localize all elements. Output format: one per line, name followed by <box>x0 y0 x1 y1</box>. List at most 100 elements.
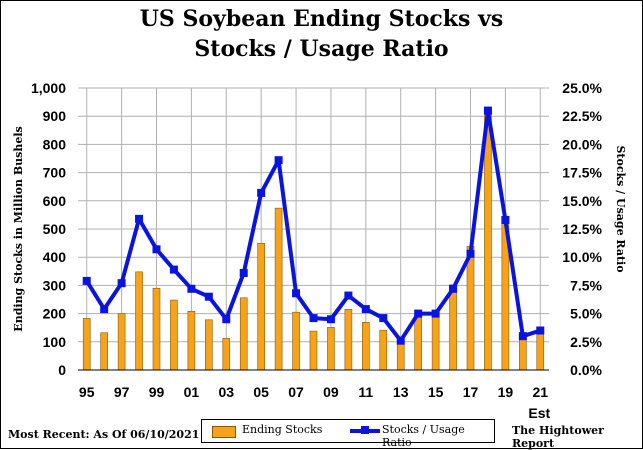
point-stocks-usage-ratio <box>135 214 144 223</box>
x-tick-label: 21 <box>532 384 548 400</box>
bar-ending-stocks <box>327 327 335 371</box>
point-stocks-usage-ratio <box>169 265 178 274</box>
bar-ending-stocks <box>431 314 440 371</box>
bar-ending-stocks <box>239 297 248 371</box>
y-tick-left: 900 <box>43 108 67 124</box>
bar-ending-stocks <box>292 311 300 371</box>
point-stocks-usage-ratio <box>466 249 475 258</box>
y-tick-left: 700 <box>43 165 67 181</box>
bar-ending-stocks <box>362 322 370 371</box>
y-tick-right: 15.0% <box>562 193 602 209</box>
y-axis-right-label: Stocks / Usage Ratio <box>614 145 627 272</box>
point-stocks-usage-ratio <box>431 309 440 318</box>
point-stocks-usage-ratio <box>222 315 231 324</box>
x-tick-label: 97 <box>114 384 130 400</box>
point-stocks-usage-ratio <box>152 245 161 254</box>
y-tick-left: 800 <box>43 136 67 152</box>
point-stocks-usage-ratio <box>100 305 109 314</box>
y-tick-right: 0.0% <box>570 362 602 378</box>
bar-ending-stocks <box>449 284 457 371</box>
chart-title-line1: US Soybean Ending Stocks vs <box>139 6 504 32</box>
point-stocks-usage-ratio <box>536 326 545 335</box>
point-stocks-usage-ratio <box>292 289 301 298</box>
point-stocks-usage-ratio <box>326 315 335 324</box>
bar-ending-stocks <box>396 343 405 371</box>
y-tick-right: 20.0% <box>562 136 602 152</box>
point-stocks-usage-ratio <box>274 156 283 165</box>
x-tick-label: 13 <box>393 384 409 400</box>
y-tick-right: 2.5% <box>570 334 602 350</box>
point-stocks-usage-ratio <box>82 276 91 285</box>
footer-most-recent: Most Recent: As Of 06/10/2021 <box>8 428 200 441</box>
y-tick-right: 17.5% <box>562 165 602 181</box>
bar-ending-stocks <box>309 330 318 371</box>
bar-ending-stocks <box>536 330 545 371</box>
point-stocks-usage-ratio <box>501 215 510 224</box>
y-tick-right: 7.5% <box>570 277 602 293</box>
y-tick-left: 300 <box>43 277 67 293</box>
point-stocks-usage-ratio <box>187 284 196 293</box>
x-tick-label: 03 <box>218 384 234 400</box>
y-tick-left: 400 <box>43 249 67 265</box>
bar-ending-stocks <box>466 246 475 371</box>
footer-source: The Hightower Report <box>512 424 604 450</box>
point-stocks-usage-ratio <box>396 336 405 345</box>
y-tick-right: 5.0% <box>570 306 602 322</box>
y-tick-left: 200 <box>43 306 67 322</box>
bar-ending-stocks <box>484 113 492 371</box>
legend-label-ending-stocks: Ending Stocks <box>242 423 323 436</box>
point-stocks-usage-ratio <box>344 291 353 300</box>
y-tick-right: 10.0% <box>562 249 602 265</box>
bar-ending-stocks <box>205 319 213 371</box>
bar-ending-stocks <box>82 318 91 371</box>
point-stocks-usage-ratio <box>414 309 423 318</box>
legend: Ending Stocks Stocks / Usage Ratio <box>201 419 495 449</box>
x-tick-label: 19 <box>498 384 514 400</box>
x-tick-label: 95 <box>79 384 95 400</box>
y-tick-left: 0 <box>58 362 66 378</box>
bar-ending-stocks <box>100 332 108 371</box>
point-stocks-usage-ratio <box>379 314 388 323</box>
bar-ending-stocks <box>519 335 527 371</box>
y-axis-left-label: Ending Stocks in Million Bushels <box>12 126 25 331</box>
bar-ending-stocks <box>414 315 422 371</box>
y-tick-left: 1,000 <box>31 80 66 96</box>
x-tick-label: 15 <box>428 384 444 400</box>
x-tick-label: 07 <box>288 384 304 400</box>
bar-ending-stocks <box>274 207 283 371</box>
bar-ending-stocks <box>117 313 126 371</box>
y-tick-left: 100 <box>43 334 67 350</box>
x-tick-label: 11 <box>358 384 373 400</box>
point-stocks-usage-ratio <box>117 279 126 288</box>
bar-ending-stocks <box>222 338 231 371</box>
x-tick-label: 01 <box>184 384 200 400</box>
x-tick-label: 09 <box>323 384 339 400</box>
chart-title-line2: Stocks / Usage Ratio <box>194 36 449 62</box>
point-stocks-usage-ratio <box>361 305 370 314</box>
point-stocks-usage-ratio <box>483 106 492 115</box>
legend-label-stocks-usage: Stocks / Usage Ratio <box>382 423 465 449</box>
bar-ending-stocks <box>257 243 265 371</box>
legend-swatch-marker <box>361 426 369 434</box>
point-stocks-usage-ratio <box>518 332 527 341</box>
bar-ending-stocks <box>379 329 388 371</box>
point-stocks-usage-ratio <box>204 292 213 301</box>
bar-ending-stocks <box>152 287 161 371</box>
x-tick-label: 17 <box>463 384 479 400</box>
x-tick-est: Est <box>528 405 550 421</box>
x-tick-label: 05 <box>253 384 269 400</box>
legend-swatch-bar <box>212 426 236 438</box>
bar-ending-stocks <box>135 271 143 371</box>
point-stocks-usage-ratio <box>309 314 318 323</box>
y-tick-right: 22.5% <box>562 108 602 124</box>
point-stocks-usage-ratio <box>239 268 248 277</box>
y-tick-right: 25.0% <box>562 80 602 96</box>
x-tick-label: 99 <box>149 384 165 400</box>
y-tick-left: 600 <box>43 193 67 209</box>
y-tick-left: 500 <box>43 221 67 237</box>
point-stocks-usage-ratio <box>449 284 458 293</box>
point-stocks-usage-ratio <box>257 188 266 197</box>
bar-ending-stocks <box>344 309 353 371</box>
y-tick-right: 12.5% <box>562 221 602 237</box>
